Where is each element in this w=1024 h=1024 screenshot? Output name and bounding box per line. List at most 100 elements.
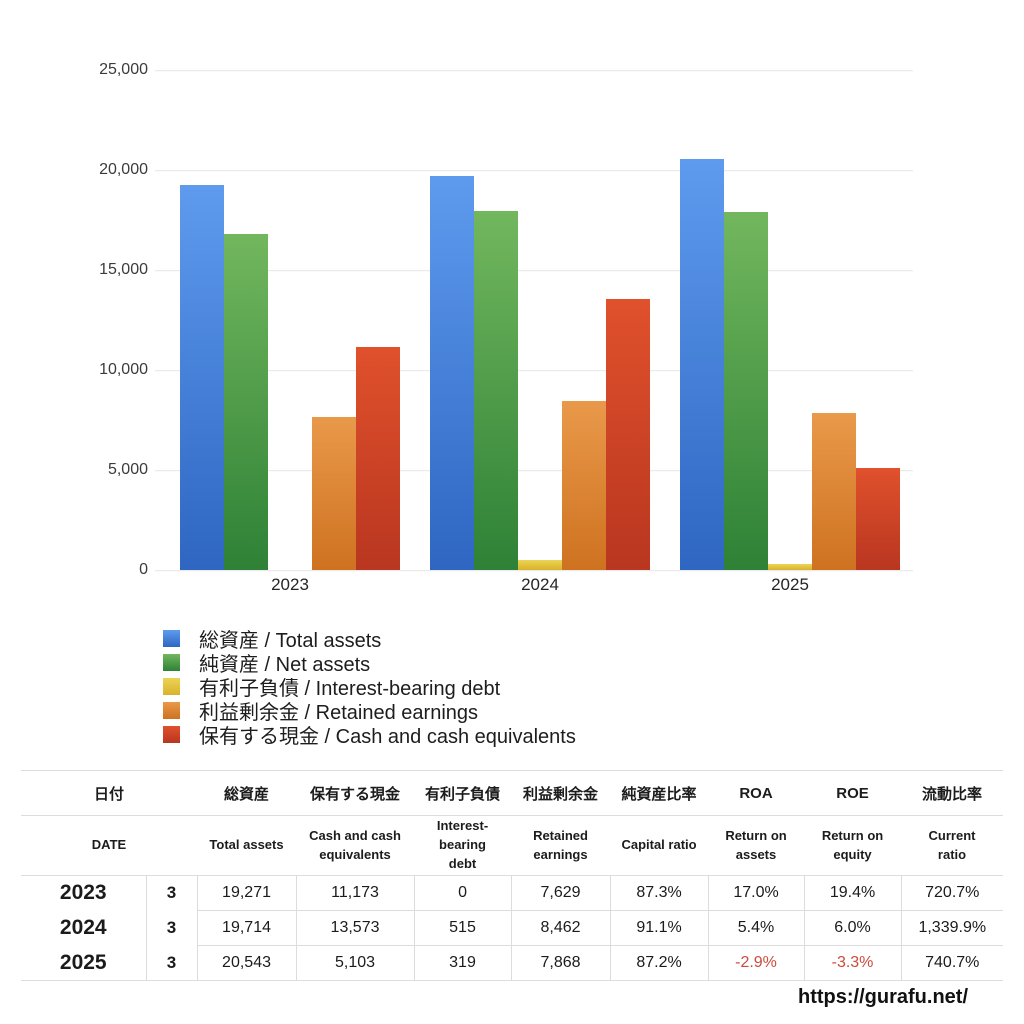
legend-label: 純資産 / Net assets bbox=[199, 653, 371, 676]
value-cell: 720.7% bbox=[900, 875, 1004, 911]
header-text: Total assets bbox=[209, 837, 284, 853]
bar-series4-2024 bbox=[606, 298, 650, 570]
bar-series3-2025 bbox=[812, 412, 856, 570]
legend-swatch bbox=[163, 701, 180, 719]
header-text: 日付 bbox=[94, 785, 125, 803]
y-axis-tick-label: 5,000 bbox=[107, 461, 148, 478]
legend-swatch bbox=[163, 725, 180, 743]
site-url: https://gurafu.net/ bbox=[798, 986, 968, 1008]
legend-item: 純資産 / Net assets bbox=[163, 650, 576, 676]
header-jp-cell: 日付 bbox=[21, 770, 198, 816]
bar-series2-2024 bbox=[518, 559, 562, 570]
header-jp-cell: 利益剰余金 bbox=[511, 770, 611, 816]
header-en-cell: Cash and cash equivalents bbox=[296, 815, 415, 876]
table-row: 2024 3 19,714 13,573 515 8,462 91.1% 5.4% 6.0% 1,… bbox=[21, 910, 1004, 946]
value-cell: 7,629 bbox=[510, 875, 611, 911]
x-axis-tick-label: 2024 bbox=[521, 575, 559, 594]
table-row: 2023 3 19,271 11,173 0 7,629 87.3% 17.0% 19.4% 72… bbox=[21, 875, 1004, 911]
header-text: Retained earnings bbox=[533, 827, 588, 862]
header-en-cell: Capital ratio bbox=[610, 815, 709, 876]
month-cell: 3 bbox=[145, 945, 198, 981]
bar-series4-2023 bbox=[356, 346, 400, 570]
month-cell: 3 bbox=[145, 875, 198, 911]
header-en-cell: Current ratio bbox=[901, 815, 1004, 876]
value-cell: 5.4% bbox=[707, 910, 805, 946]
value-cell: 11,173 bbox=[295, 875, 415, 911]
table-row: 2025 3 20,543 5,103 319 7,868 87.2% -2.9% -3.3% 7… bbox=[21, 945, 1004, 981]
value-cell: 87.3% bbox=[609, 875, 709, 911]
value-cell: 8,462 bbox=[510, 910, 611, 946]
header-jp-cell: 総資産 bbox=[197, 770, 297, 816]
y-axis-tick-label: 20,000 bbox=[99, 161, 148, 178]
legend-label: 有利子負債 / Interest-bearing debt bbox=[199, 677, 501, 700]
value-cell: -3.3% bbox=[803, 945, 902, 981]
legend-swatch bbox=[163, 677, 180, 695]
y-axis-tick-label: 10,000 bbox=[99, 361, 148, 378]
y-axis-tick-label: 0 bbox=[139, 561, 148, 578]
legend-swatch bbox=[163, 629, 180, 647]
value-cell: 6.0% bbox=[803, 910, 902, 946]
header-text: Capital ratio bbox=[621, 837, 697, 853]
header-en-cell: Return on equity bbox=[804, 815, 902, 876]
y-axis-tick-label: 25,000 bbox=[99, 61, 148, 78]
bar-series1-2023 bbox=[224, 233, 268, 570]
y-axis-tick-label: 15,000 bbox=[99, 261, 148, 278]
month-cell: 3 bbox=[145, 910, 198, 946]
header-en-cell: Return on assets bbox=[708, 815, 805, 876]
header-text: ROA bbox=[739, 784, 773, 802]
legend-label: 保有する現金 / Cash and cash equivalents bbox=[199, 725, 576, 748]
header-jp-cell: 純資産比率 bbox=[610, 770, 709, 816]
chart-legend: 総資産 / Total assets 純資産 / Net assets 有利子負債 … bbox=[163, 626, 576, 748]
bar-series3-2024 bbox=[562, 400, 606, 570]
bar-series2-2025 bbox=[768, 563, 812, 570]
value-cell: -2.9% bbox=[707, 945, 805, 981]
header-en-cell: Interest-bearing debt bbox=[414, 815, 512, 876]
bar-series0-2025 bbox=[680, 159, 724, 570]
header-text: 利益剰余金 bbox=[523, 785, 599, 803]
bar-series1-2025 bbox=[724, 211, 768, 570]
header-text: 総資産 bbox=[224, 785, 270, 803]
gridline bbox=[155, 270, 913, 271]
bar-series1-2024 bbox=[474, 210, 518, 570]
bar-series4-2025 bbox=[856, 467, 900, 570]
x-axis-tick-label: 2025 bbox=[771, 575, 809, 594]
header-text: Return on equity bbox=[821, 827, 884, 862]
legend-item: 有利子負債 / Interest-bearing debt bbox=[163, 674, 576, 700]
value-cell: 17.0% bbox=[707, 875, 805, 911]
value-cell: 319 bbox=[413, 945, 512, 981]
legend-item: 保有する現金 / Cash and cash equivalents bbox=[163, 722, 576, 748]
value-cell: 13,573 bbox=[295, 910, 415, 946]
header-text: Current ratio bbox=[928, 827, 976, 862]
header-text: 純資産比率 bbox=[621, 785, 697, 803]
gridline bbox=[155, 370, 913, 371]
gridline bbox=[155, 170, 913, 171]
legend-item: 利益剰余金 / Retained earnings bbox=[163, 698, 576, 724]
header-en-cell: DATE bbox=[21, 815, 198, 876]
value-cell: 7,868 bbox=[510, 945, 611, 981]
header-text: DATE bbox=[91, 837, 127, 853]
bar-series0-2024 bbox=[430, 175, 474, 570]
legend-label: 利益剰余金 / Retained earnings bbox=[199, 701, 479, 724]
value-cell: 91.1% bbox=[609, 910, 709, 946]
value-cell: 19.4% bbox=[803, 875, 902, 911]
header-jp-cell: 有利子負債 bbox=[414, 770, 512, 816]
header-text: 保有する現金 bbox=[310, 785, 401, 803]
legend-swatch bbox=[163, 653, 180, 671]
header-text: 有利子負債 bbox=[425, 785, 501, 803]
header-text: 流動比率 bbox=[922, 785, 983, 803]
header-text: Interest-bearing debt bbox=[436, 818, 489, 871]
header-jp-cell: ROE bbox=[804, 770, 902, 816]
bar-series0-2023 bbox=[180, 184, 224, 570]
value-cell: 5,103 bbox=[295, 945, 415, 981]
gridline bbox=[155, 70, 913, 71]
header-en-cell: Total assets bbox=[197, 815, 297, 876]
value-cell: 20,543 bbox=[196, 945, 297, 981]
value-cell: 515 bbox=[413, 910, 512, 946]
gridline bbox=[155, 470, 913, 471]
value-cell: 0 bbox=[413, 875, 512, 911]
header-jp-cell: 流動比率 bbox=[901, 770, 1004, 816]
header-jp-cell: ROA bbox=[708, 770, 805, 816]
value-cell: 87.2% bbox=[609, 945, 709, 981]
header-text: Return on assets bbox=[725, 827, 787, 862]
